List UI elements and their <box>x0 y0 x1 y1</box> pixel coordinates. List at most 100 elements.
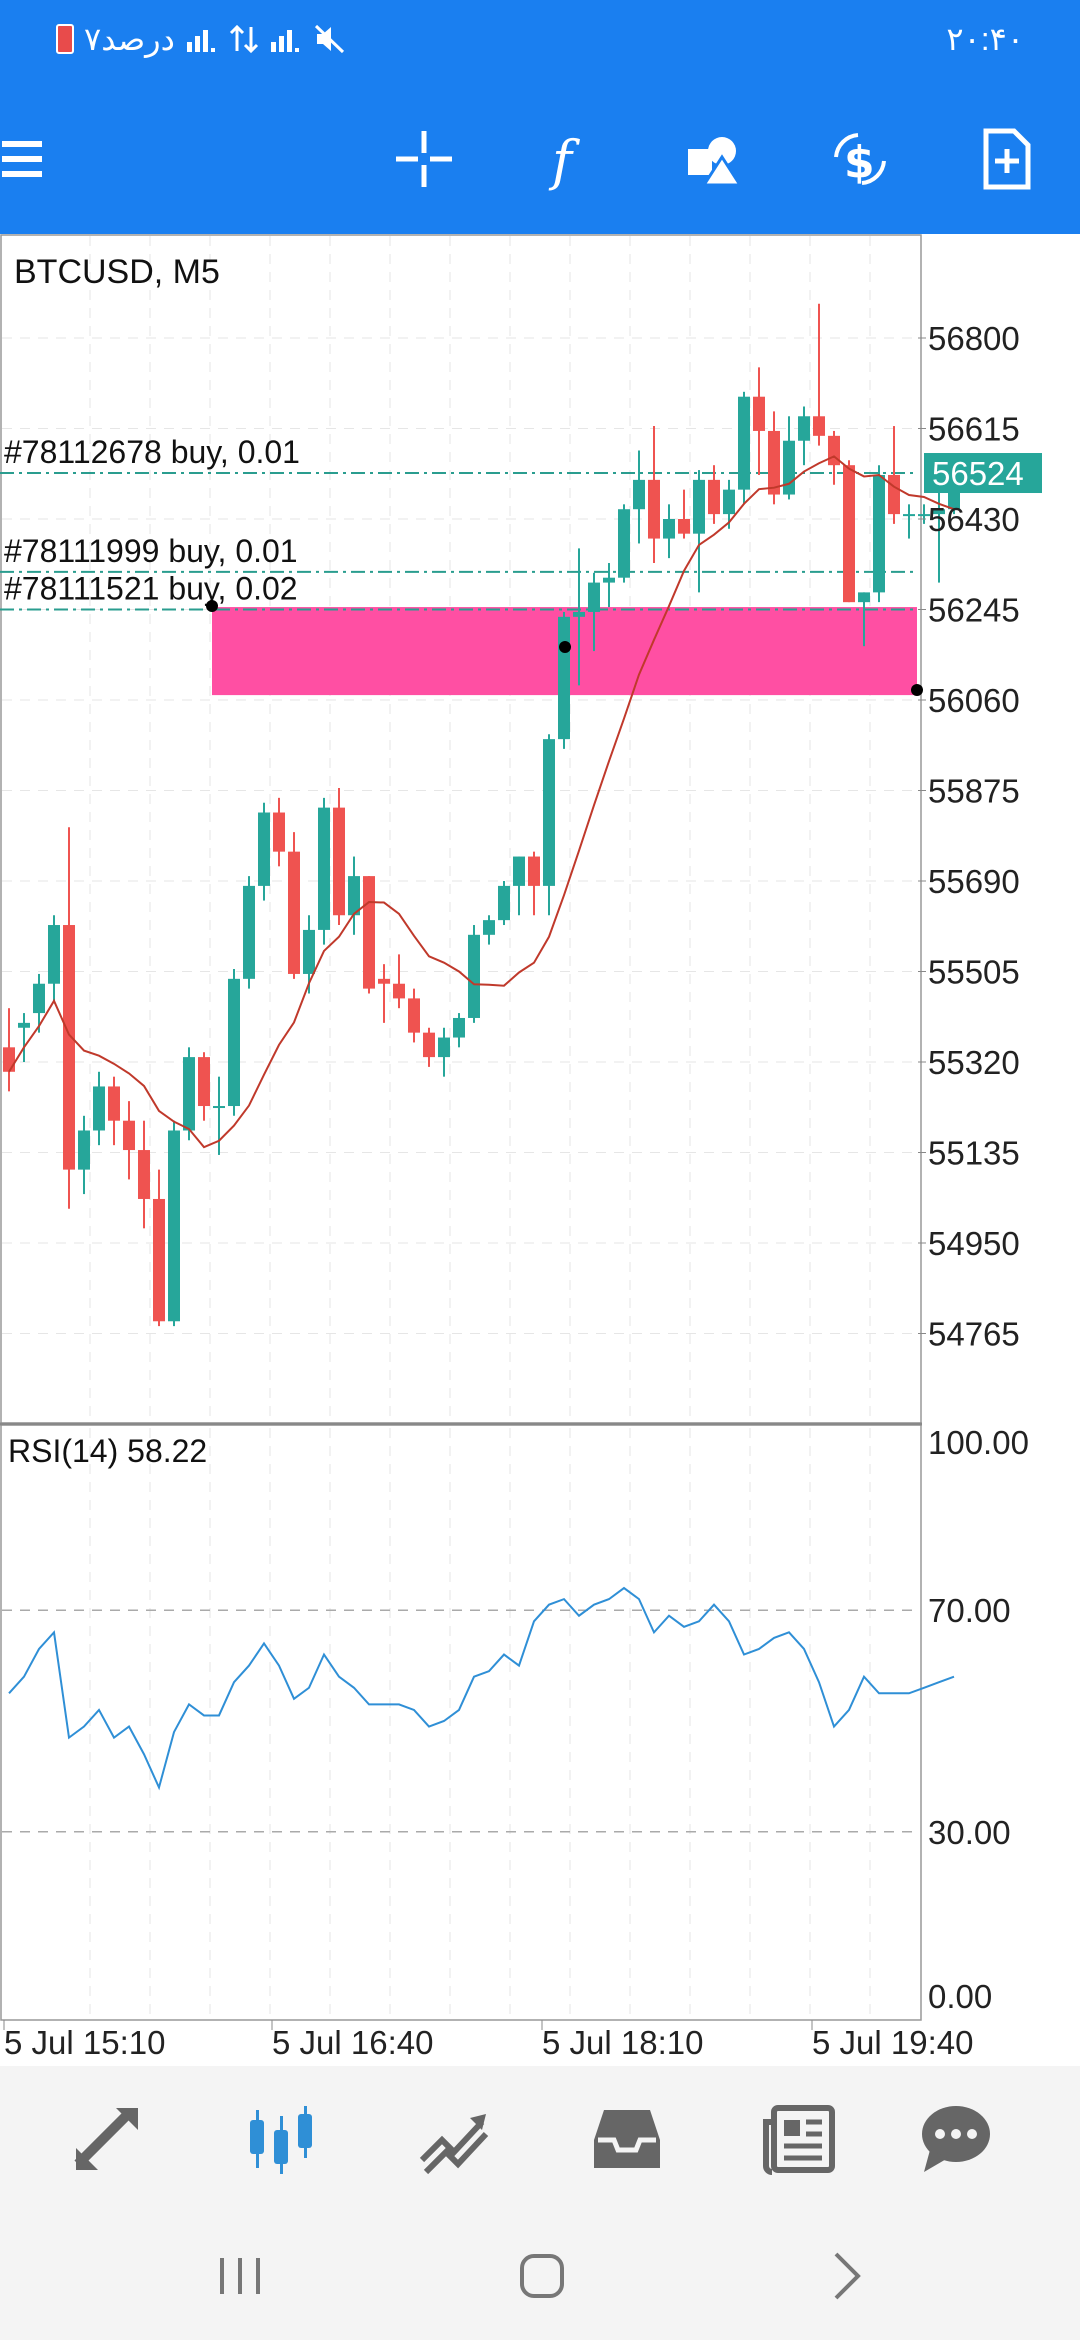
objects-button[interactable] <box>674 119 754 199</box>
moving-average-line <box>8 455 955 1149</box>
zone-anchor-point[interactable] <box>206 600 218 612</box>
rsi-levels <box>2 1609 918 1833</box>
candle-body <box>198 1057 210 1107</box>
candle-body <box>48 925 60 984</box>
inbox-icon <box>594 2110 660 2168</box>
candle-body <box>603 577 615 583</box>
candle-body <box>153 1198 165 1322</box>
price-tick-label: 54950 <box>928 1225 1020 1262</box>
candle-body <box>423 1032 435 1058</box>
top-toolbar: f $ <box>0 84 1080 234</box>
menu-icon <box>2 141 42 177</box>
new-order-icon <box>983 128 1031 190</box>
candle-body <box>678 519 690 534</box>
candle-body <box>543 739 555 886</box>
candle-body <box>483 920 495 935</box>
candle-body <box>108 1086 120 1121</box>
candle-body <box>183 1057 195 1131</box>
zone-anchor-point[interactable] <box>911 684 923 696</box>
nav-chat[interactable] <box>912 2096 998 2182</box>
trade-button[interactable]: $ <box>820 119 900 199</box>
candle-body <box>633 479 645 510</box>
candle-body <box>228 978 240 1107</box>
candle-body <box>288 851 300 974</box>
time-tick-label: 5 Jul 19:40 <box>812 2024 973 2061</box>
status-left: ۷درصد <box>56 20 347 58</box>
candle-body <box>693 479 705 534</box>
bottom-navigation <box>0 2066 1080 2206</box>
price-tick-label: 56430 <box>928 501 1020 538</box>
back-icon[interactable] <box>816 2246 876 2306</box>
candlestick-chart-icon <box>250 2106 312 2174</box>
candle-body <box>588 582 600 612</box>
rsi-frame <box>0 1424 922 2021</box>
recent-apps-icon[interactable] <box>210 2246 270 2306</box>
candle-body <box>903 514 915 517</box>
dollar-icon: $ <box>834 133 886 188</box>
time-tick-label: 5 Jul 15:10 <box>4 2024 165 2061</box>
clock: ۲۰:۴۰ <box>946 21 1024 57</box>
candle-body <box>93 1086 105 1131</box>
candle-body <box>318 807 330 930</box>
battery-icon <box>56 24 74 54</box>
signal-icon <box>270 30 299 52</box>
chat-icon <box>922 2106 990 2172</box>
price-tick-label: 55505 <box>928 954 1020 991</box>
indicators-button[interactable]: f <box>528 119 608 199</box>
home-icon[interactable] <box>512 2246 572 2306</box>
candle-body <box>378 978 390 984</box>
candle-body <box>813 416 825 436</box>
candle-body <box>138 1150 150 1199</box>
candle-body <box>438 1037 450 1058</box>
candle-body <box>303 929 315 974</box>
candle-body <box>393 983 405 999</box>
system-navigation-bar <box>0 2206 1080 2340</box>
candle-body <box>498 885 510 921</box>
candle-body <box>513 856 525 886</box>
trend-icon <box>419 2114 489 2175</box>
nav-trade[interactable] <box>412 2096 498 2182</box>
rsi-axis: 100.00 70.00 30.00 0.00 <box>928 1424 1029 2015</box>
price-tick-label: 56245 <box>928 592 1020 629</box>
chart-canvas[interactable]: #78112678 buy, 0.01 #78111999 buy, 0.01#7… <box>0 234 1080 2066</box>
price-tick-label: 56615 <box>928 411 1020 448</box>
crosshair-icon <box>396 131 452 187</box>
nav-history[interactable] <box>584 2096 670 2182</box>
order-label: #78111999 buy, 0.01 <box>4 533 298 569</box>
candle-body <box>258 812 270 886</box>
crosshair-button[interactable] <box>384 119 464 199</box>
menu-button[interactable] <box>0 119 60 199</box>
price-axis[interactable]: 56800 56615 56430 56245 56060 55875 55690 55505… <box>918 320 1042 1353</box>
battery-text: ۷درصد <box>84 21 175 57</box>
news-icon <box>763 2105 835 2175</box>
candle-body <box>918 514 930 517</box>
price-tick-label: 56800 <box>928 320 1020 357</box>
candle-body <box>783 440 795 495</box>
time-tick-label: 5 Jul 16:40 <box>272 2024 433 2061</box>
rsi-tick-label: 30.00 <box>928 1814 1011 1851</box>
nav-news[interactable] <box>756 2096 842 2182</box>
candle-body <box>333 807 345 916</box>
status-bar: ۷درصد ۲۰:۴۰ <box>0 0 1080 84</box>
nav-chart[interactable] <box>238 2096 324 2182</box>
candle-body <box>873 474 885 593</box>
order-label: #78112678 buy, 0.01 <box>4 434 300 470</box>
object-point[interactable] <box>559 641 571 653</box>
rsi-line <box>8 1586 955 1791</box>
new-order-button[interactable] <box>966 119 1046 199</box>
candle-body <box>888 474 900 515</box>
candle-body <box>738 396 750 490</box>
candle-body <box>798 416 810 441</box>
candle-body <box>18 1022 30 1028</box>
rsi-tick-label: 0.00 <box>928 1978 992 2015</box>
time-axis[interactable]: 5 Jul 15:10 5 Jul 16:40 5 Jul 18:10 5 Jul 1… <box>3 2020 973 2061</box>
nav-quotes[interactable] <box>64 2096 150 2182</box>
order-lines: #78112678 buy, 0.01 #78111999 buy, 0.01#7… <box>0 434 918 611</box>
chart-area[interactable]: #78112678 buy, 0.01 #78111999 buy, 0.01 #7… <box>0 234 1080 2066</box>
quotes-icon <box>74 2108 138 2170</box>
candle-body <box>573 611 585 617</box>
time-tick-label: 5 Jul 18:10 <box>542 2024 703 2061</box>
candle-body <box>663 519 675 539</box>
candle-body <box>33 983 45 1014</box>
rsi-tick-label: 70.00 <box>928 1592 1011 1629</box>
